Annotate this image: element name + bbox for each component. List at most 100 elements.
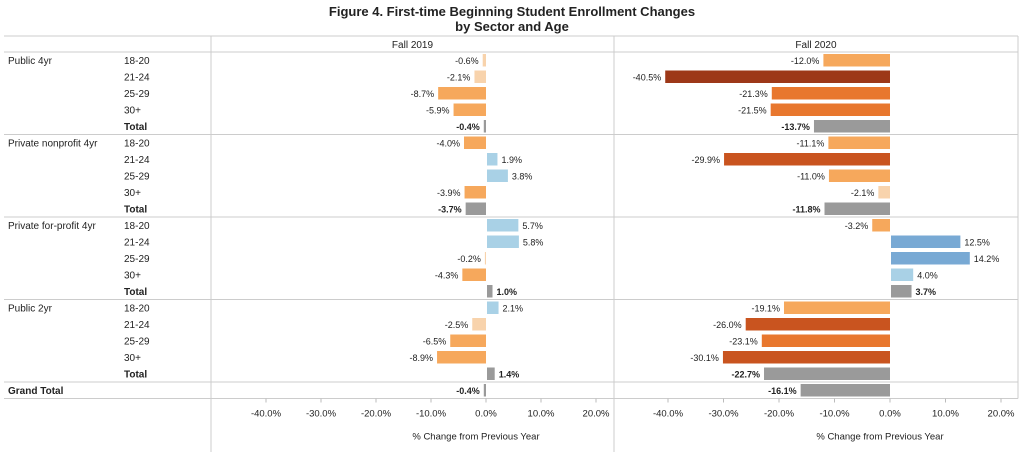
data-label-fall2019: 3.8% — [512, 171, 533, 181]
data-label-fall2020: 14.2% — [974, 254, 1000, 264]
sector-label: Private for-profit 4yr — [8, 221, 96, 232]
bar-fall2019 — [453, 103, 486, 116]
bar-fall2019-total — [465, 202, 486, 215]
data-label-fall2020: 4.0% — [917, 270, 938, 280]
age-label: 21-24 — [124, 155, 150, 166]
x-tick-label: 10.0% — [932, 409, 959, 420]
bar-fall2020 — [771, 87, 890, 100]
age-label: 18-20 — [124, 56, 150, 67]
bar-fall2019-total — [483, 384, 486, 397]
bar-fall2020 — [891, 235, 961, 248]
bar-fall2019 — [487, 235, 519, 248]
x-tick-label: -40.0% — [251, 409, 282, 420]
age-label: 25-29 — [124, 171, 150, 182]
data-label-fall2020: -3.2% — [845, 221, 869, 231]
bar-fall2020 — [872, 219, 890, 232]
data-label-fall2020: -21.5% — [738, 105, 767, 115]
data-label-fall2019: 2.1% — [503, 303, 524, 313]
data-label-fall2019: -6.5% — [423, 336, 447, 346]
data-label-fall2020: -19.1% — [751, 303, 780, 313]
data-label-fall2019: 1.0% — [497, 287, 518, 297]
age-label: 21-24 — [124, 320, 150, 331]
bar-fall2020 — [891, 252, 970, 265]
bar-fall2020 — [878, 186, 890, 199]
bar-fall2019 — [462, 268, 486, 281]
age-label: 25-29 — [124, 254, 150, 265]
age-label: 30+ — [124, 353, 141, 364]
data-label-fall2020: -21.3% — [739, 89, 768, 99]
bar-fall2019 — [474, 70, 486, 83]
age-label: 21-24 — [124, 237, 150, 248]
data-label-fall2019: 1.9% — [501, 155, 522, 165]
bar-fall2020 — [724, 153, 890, 166]
bar-fall2020-total — [824, 202, 890, 215]
x-tick-label: -30.0% — [306, 409, 337, 420]
data-label-fall2019: -4.0% — [436, 138, 460, 148]
x-tick-label: -40.0% — [653, 409, 684, 420]
data-label-fall2019: -2.1% — [447, 72, 471, 82]
data-label-fall2020: -2.1% — [851, 188, 875, 198]
bar-fall2020 — [828, 169, 890, 182]
bar-fall2019 — [472, 318, 486, 331]
bar-fall2020-total — [891, 285, 912, 298]
age-label: 30+ — [124, 188, 141, 199]
x-tick-label: 20.0% — [988, 409, 1015, 420]
bar-fall2020 — [823, 54, 890, 67]
sector-label: Public 2yr — [8, 303, 53, 314]
x-axis-label: % Change from Previous Year — [816, 432, 943, 443]
bar-fall2019 — [450, 334, 486, 347]
data-label-fall2019: -8.9% — [410, 353, 434, 363]
bar-fall2019 — [464, 136, 486, 149]
data-label-fall2019: -4.3% — [435, 270, 459, 280]
panel-header-fall-2019: Fall 2019 — [392, 40, 434, 51]
data-label-fall2019: 1.4% — [499, 369, 520, 379]
total-row-label: Total — [124, 369, 147, 380]
total-row-label: Total — [124, 204, 147, 215]
data-label-fall2019: -0.4% — [456, 386, 480, 396]
panel-header-fall-2020: Fall 2020 — [795, 40, 837, 51]
bar-fall2019 — [464, 186, 486, 199]
bar-fall2019 — [438, 87, 486, 100]
bar-fall2020 — [665, 70, 890, 83]
data-label-fall2020: -12.0% — [791, 56, 820, 66]
bar-fall2019 — [487, 153, 498, 166]
data-label-fall2020: -26.0% — [713, 320, 742, 330]
x-tick-label: -20.0% — [361, 409, 392, 420]
data-label-fall2019: 5.8% — [523, 237, 544, 247]
data-label-fall2019: -0.4% — [456, 122, 480, 132]
bar-fall2020-total — [800, 384, 890, 397]
data-label-fall2020: -11.8% — [792, 204, 820, 214]
data-label-fall2019: -0.2% — [457, 254, 481, 264]
bar-fall2019-total — [483, 120, 486, 133]
x-tick-label: 0.0% — [879, 409, 901, 420]
age-label: 18-20 — [124, 138, 150, 149]
data-label-fall2020: -29.9% — [692, 155, 721, 165]
data-label-fall2019: -2.5% — [445, 320, 469, 330]
bar-fall2020 — [722, 351, 890, 364]
bar-fall2019 — [482, 54, 486, 67]
sector-label: Public 4yr — [8, 56, 53, 67]
data-label-fall2020: 3.7% — [916, 287, 937, 297]
x-axis-label: % Change from Previous Year — [412, 432, 539, 443]
bar-fall2020-total — [764, 367, 890, 380]
age-label: 18-20 — [124, 221, 150, 232]
x-tick-label: 20.0% — [583, 409, 610, 420]
sector-label: Private nonprofit 4yr — [8, 138, 98, 149]
x-tick-label: -30.0% — [708, 409, 739, 420]
age-label: 18-20 — [124, 303, 150, 314]
data-label-fall2019: -8.7% — [411, 89, 435, 99]
age-label: 25-29 — [124, 89, 150, 100]
x-tick-label: 10.0% — [528, 409, 555, 420]
data-label-fall2019: 5.7% — [522, 221, 543, 231]
data-label-fall2020: 12.5% — [964, 237, 990, 247]
data-label-fall2019: -0.6% — [455, 56, 479, 66]
bar-fall2019 — [487, 169, 508, 182]
grand-total-label: Grand Total — [8, 386, 64, 397]
data-label-fall2019: -3.9% — [437, 188, 461, 198]
bar-fall2019 — [487, 219, 519, 232]
age-label: 30+ — [124, 105, 141, 116]
bar-fall2020 — [745, 318, 890, 331]
total-row-label: Total — [124, 287, 147, 298]
data-label-fall2020: -30.1% — [690, 353, 719, 363]
